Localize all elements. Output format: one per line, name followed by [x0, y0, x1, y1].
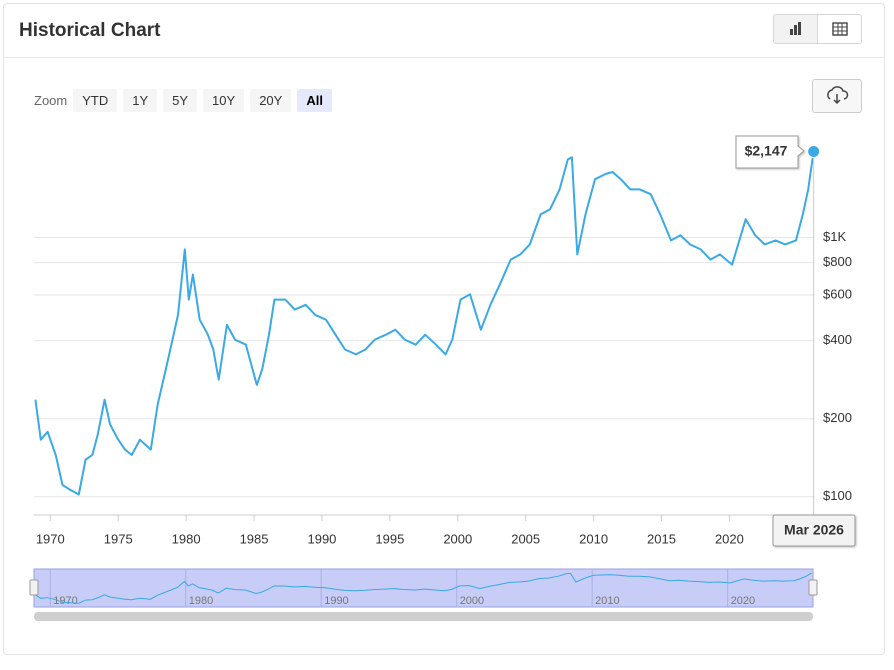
- date-label: Mar 2026: [784, 522, 844, 538]
- chart-card: Historical Chart Zoom YTD 1Y 5Y 10Y 20Y All: [3, 3, 885, 655]
- date-box: [772, 514, 856, 547]
- y-tick-label: $100: [823, 488, 852, 503]
- x-tick-label: 1980: [172, 531, 201, 546]
- x-tick-label: 1985: [240, 531, 269, 546]
- zoom-button[interactable]: YTD: [73, 89, 118, 112]
- bar-icon: [790, 22, 801, 35]
- x-tick-label: 1995: [375, 531, 404, 546]
- x-tick-label: 2005: [511, 531, 540, 546]
- download-button[interactable]: [812, 79, 862, 113]
- navigator-label: 1990: [324, 595, 348, 607]
- table-view-button[interactable]: [817, 14, 862, 44]
- title: Historical Chart: [19, 20, 161, 41]
- tooltip-label: $2,147: [745, 143, 788, 159]
- x-tick-label: 2000: [443, 531, 472, 546]
- x-tick-label: 1975: [104, 531, 133, 546]
- last-point: [807, 145, 821, 159]
- x-tick-label: 1970: [36, 531, 65, 546]
- x-tick-label: 1990: [307, 531, 336, 546]
- scrollbar: [34, 612, 813, 621]
- header: Historical Chart: [4, 4, 884, 58]
- zoom-button[interactable]: 10Y: [203, 89, 245, 112]
- navigator-line: [35, 572, 812, 604]
- y-tick-label: $800: [823, 254, 852, 269]
- table-icon: [832, 22, 848, 36]
- tooltip-box: [735, 135, 805, 169]
- navigator-handle: [29, 579, 39, 596]
- y-tick-label: $600: [823, 286, 852, 301]
- navigator-label: 2010: [595, 595, 619, 607]
- y-tick-label: $400: [823, 332, 852, 347]
- price-line: [34, 151, 815, 496]
- zoom-label: Zoom: [34, 93, 68, 108]
- zoom-bar: Zoom YTD 1Y 5Y 10Y 20Y All: [34, 89, 332, 112]
- x-tick-label: 2010: [579, 531, 608, 546]
- x-tick-label: 2020: [715, 531, 744, 546]
- x-tick-label: 2015: [647, 531, 676, 546]
- navigator-label: 2000: [460, 595, 484, 607]
- navigator-label: 1970: [53, 595, 77, 607]
- navigator-handle: [808, 579, 818, 596]
- zoom-button[interactable]: All: [297, 89, 332, 112]
- y-tick-label: $200: [823, 410, 852, 425]
- zoom-button[interactable]: 1Y: [123, 89, 158, 112]
- zoom-button[interactable]: 20Y: [250, 89, 292, 112]
- navigator-label: 2020: [731, 595, 755, 607]
- download-icon: [827, 86, 849, 105]
- chart-view-button[interactable]: [773, 14, 818, 44]
- y-tick-label: $1K: [823, 229, 846, 244]
- navigator-label: 1980: [189, 595, 213, 607]
- navigator-bg: [33, 568, 814, 608]
- zoom-button[interactable]: 5Y: [163, 89, 198, 112]
